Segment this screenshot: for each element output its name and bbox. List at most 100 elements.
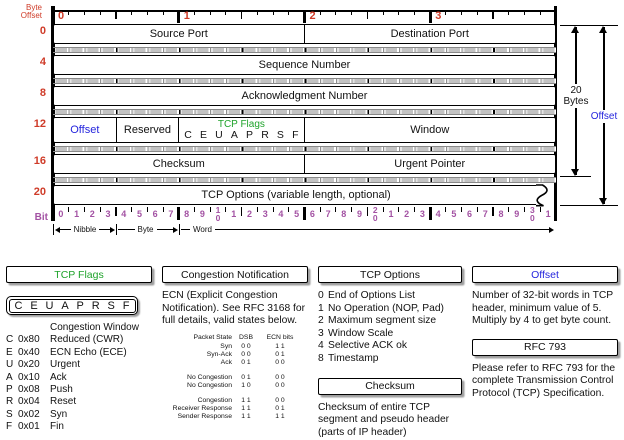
ruler-tick [445, 10, 447, 15]
field-acknowledgment-number: Acknowledgment Number [54, 87, 555, 105]
packet-state: Congestion [197, 396, 232, 404]
flag-mask: 0x80 [18, 334, 40, 346]
flag-letter: U [6, 359, 14, 371]
field-label: Destination Port [390, 28, 469, 40]
field-label: Reserved [123, 124, 171, 136]
arrowhead-right-icon [549, 226, 554, 233]
ruler-tick [303, 207, 306, 220]
field-label: Source Port [149, 28, 208, 40]
bit-number: 1 [545, 209, 551, 219]
ruler-tick [177, 10, 181, 23]
panel-title-text: RFC 793 [523, 341, 566, 354]
row-word-8: Acknowledgment Number [53, 86, 556, 106]
arrowhead-right-icon [110, 226, 115, 233]
flag-letter: S [6, 408, 13, 420]
field-label: TCP Options (variable length, optional) [201, 189, 391, 201]
ruler-tick [272, 10, 274, 15]
dsb-bits: 1 1 [241, 404, 251, 412]
ruler-tick [461, 207, 463, 212]
ruler-tick [99, 10, 101, 15]
dsb-bits: 0 1 [241, 373, 251, 381]
measure-line-offset [560, 205, 618, 207]
flag-letter: E [6, 346, 13, 358]
option-name: Selective ACK ok [328, 340, 407, 352]
rfc-description: Please refer to RFC 793 for the complete… [472, 362, 616, 399]
option-row: 0 End of Options List [318, 290, 462, 303]
bit-number: 4 [435, 209, 441, 219]
byte-number: 3 [435, 10, 442, 22]
bracket-bar [115, 224, 118, 235]
ruler-tick [382, 10, 384, 15]
flag-mask: 0x10 [18, 371, 40, 383]
flag-mask [18, 322, 50, 334]
flag-letter: F [6, 421, 13, 433]
ruler-tick [115, 10, 117, 19]
flag-name: Syn [50, 408, 68, 420]
bit-number: 1 [74, 209, 80, 219]
flag-row: C 0x80 Reduced (CWR) [6, 334, 152, 346]
flag-row: F 0x01 Fin [6, 421, 152, 433]
ruler-tick [131, 207, 133, 212]
ruler-tick [414, 10, 416, 15]
bit-number: 8 [341, 209, 347, 219]
ruler-tick [225, 207, 227, 212]
ecn-bits: 0 1 [275, 350, 285, 358]
ruler-tick [476, 10, 478, 15]
flag-letter: F [292, 129, 299, 141]
option-code: 2 [318, 315, 324, 327]
panel-title-checksum: Checksum [318, 377, 462, 395]
ecn-table-row: No Congestion 1 0 0 0 [162, 382, 308, 390]
ruler-tick [256, 207, 258, 212]
ruler-tick [335, 10, 337, 15]
arrowhead-left-icon [55, 226, 60, 233]
field-checksum: Checksum [54, 155, 305, 173]
byte-bracket: Byte [118, 224, 179, 235]
ecn-bits: 0 0 [275, 396, 285, 404]
left-frame-line [51, 6, 55, 221]
flag-letter: P [6, 384, 13, 396]
byte-number: 2 [309, 10, 316, 22]
options-list: 0 End of Options List 1 No Operation (NO… [318, 290, 462, 366]
bracket-bar [52, 224, 55, 235]
flag-row: U 0x20 Urgent [6, 359, 152, 371]
panel-title-text: Checksum [365, 380, 415, 393]
ruler-tick [351, 10, 353, 15]
flag-letter: R [261, 129, 269, 141]
ruler-tick [272, 207, 274, 212]
flag-list: Congestion Window C 0x80 Reduced (CWR) E… [6, 322, 152, 434]
byte-number: 0 [58, 10, 65, 22]
ruler-tick [476, 207, 478, 212]
row-word-4: Sequence Number [53, 55, 556, 75]
word-bracket: Word [181, 224, 554, 235]
ruler-tick [288, 10, 290, 15]
bit-number: 4 [278, 209, 284, 219]
ruler-tick [366, 10, 369, 19]
flag-letter: S [276, 129, 284, 141]
field-data-offset: Offset [54, 118, 117, 142]
ruler-tick [428, 207, 432, 220]
ruler-tick [539, 207, 541, 212]
field-label: Urgent Pointer [394, 158, 466, 170]
flag-letter: U [215, 129, 223, 141]
ecn-table-row: No Congestion 0 1 0 0 [162, 374, 308, 382]
ecn-bits: 1 1 [275, 412, 285, 420]
ruler-tick [146, 207, 148, 212]
ruler-tick [351, 207, 353, 212]
ruler-tick [539, 10, 541, 15]
bit-number: 5 [451, 209, 457, 219]
flag-letter: C [6, 334, 14, 346]
col-ecn-bits: ECN bits [266, 333, 294, 341]
flag-row: S 0x02 Syn [6, 409, 152, 421]
bit-number: 2 [246, 209, 252, 219]
byte-number: 1 [183, 10, 190, 22]
field-destination-port: Destination Port [305, 25, 556, 43]
field-label: Offset [70, 124, 100, 136]
ruler-tick [83, 207, 85, 212]
